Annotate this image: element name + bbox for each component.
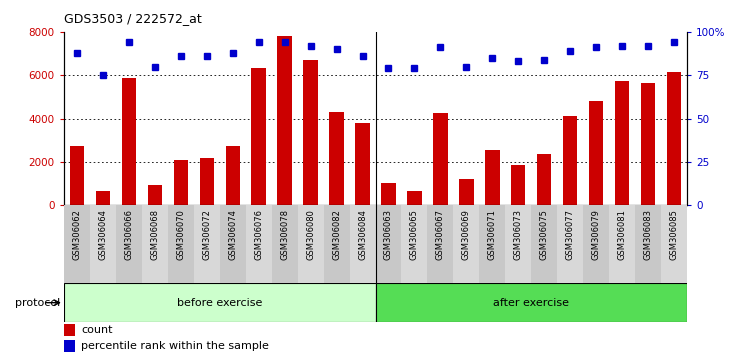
Bar xyxy=(64,340,75,353)
Bar xyxy=(220,205,246,283)
Bar xyxy=(454,205,479,283)
Text: GSM306072: GSM306072 xyxy=(202,209,211,260)
Bar xyxy=(505,205,532,283)
Bar xyxy=(277,36,291,205)
Text: GSM306063: GSM306063 xyxy=(384,209,393,260)
Text: GSM306077: GSM306077 xyxy=(566,209,575,260)
Bar xyxy=(225,146,240,205)
Bar xyxy=(349,205,376,283)
Bar xyxy=(330,112,344,205)
Text: GSM306073: GSM306073 xyxy=(514,209,523,260)
Bar xyxy=(376,205,402,283)
Bar xyxy=(589,101,603,205)
Text: GSM306076: GSM306076 xyxy=(254,209,263,260)
Bar xyxy=(402,205,427,283)
Bar xyxy=(427,205,454,283)
Bar xyxy=(116,205,142,283)
Bar xyxy=(609,205,635,283)
Bar xyxy=(297,205,324,283)
Text: GSM306075: GSM306075 xyxy=(540,209,549,260)
Text: before exercise: before exercise xyxy=(177,298,262,308)
Bar xyxy=(635,205,661,283)
Bar xyxy=(90,205,116,283)
Bar xyxy=(95,191,110,205)
Bar xyxy=(194,205,220,283)
Text: GSM306083: GSM306083 xyxy=(644,209,653,260)
Bar xyxy=(70,146,84,205)
Bar xyxy=(200,158,214,205)
Text: GSM306066: GSM306066 xyxy=(124,209,133,260)
Text: GDS3503 / 222572_at: GDS3503 / 222572_at xyxy=(64,12,201,25)
Bar xyxy=(303,61,318,205)
Text: GSM306068: GSM306068 xyxy=(150,209,159,260)
Text: GSM306085: GSM306085 xyxy=(670,209,679,260)
Bar xyxy=(246,205,272,283)
Bar xyxy=(485,150,499,205)
Bar xyxy=(661,205,687,283)
Bar xyxy=(407,191,421,205)
Text: GSM306069: GSM306069 xyxy=(462,209,471,260)
Text: GSM306074: GSM306074 xyxy=(228,209,237,260)
Bar xyxy=(537,154,551,205)
Bar xyxy=(148,185,162,205)
Bar xyxy=(324,205,349,283)
Bar xyxy=(667,72,681,205)
Bar xyxy=(173,160,188,205)
Bar xyxy=(64,205,90,283)
Text: GSM306065: GSM306065 xyxy=(410,209,419,260)
Text: percentile rank within the sample: percentile rank within the sample xyxy=(81,341,269,352)
Text: GSM306064: GSM306064 xyxy=(98,209,107,260)
Bar xyxy=(167,205,194,283)
Bar xyxy=(557,205,584,283)
Bar xyxy=(64,324,75,336)
Text: after exercise: after exercise xyxy=(493,298,569,308)
Text: count: count xyxy=(81,325,113,336)
Bar xyxy=(532,205,557,283)
Text: GSM306062: GSM306062 xyxy=(72,209,81,260)
Text: GSM306071: GSM306071 xyxy=(488,209,497,260)
Text: GSM306067: GSM306067 xyxy=(436,209,445,260)
Bar xyxy=(122,79,136,205)
Bar xyxy=(563,116,578,205)
Bar xyxy=(615,81,629,205)
Text: GSM306084: GSM306084 xyxy=(358,209,367,260)
Bar xyxy=(433,113,448,205)
Bar xyxy=(511,165,526,205)
Text: GSM306080: GSM306080 xyxy=(306,209,315,260)
Bar xyxy=(641,83,656,205)
Bar xyxy=(252,68,266,205)
Bar xyxy=(584,205,609,283)
Text: GSM306082: GSM306082 xyxy=(332,209,341,260)
Text: GSM306079: GSM306079 xyxy=(592,209,601,260)
Bar xyxy=(376,283,687,322)
Text: protocol: protocol xyxy=(15,298,60,308)
Bar xyxy=(479,205,505,283)
Bar xyxy=(382,183,396,205)
Text: GSM306070: GSM306070 xyxy=(176,209,185,260)
Bar xyxy=(64,283,376,322)
Bar xyxy=(142,205,167,283)
Bar xyxy=(355,123,369,205)
Text: GSM306081: GSM306081 xyxy=(618,209,627,260)
Bar xyxy=(460,179,474,205)
Text: GSM306078: GSM306078 xyxy=(280,209,289,260)
Bar xyxy=(272,205,297,283)
